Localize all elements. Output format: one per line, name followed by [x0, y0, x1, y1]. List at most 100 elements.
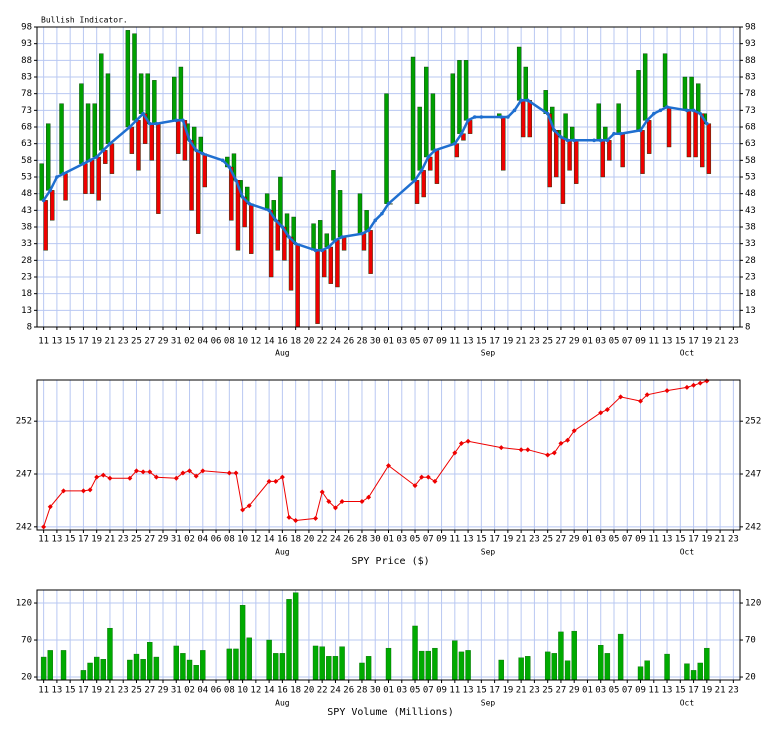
y-tick-label: 73 [745, 106, 756, 116]
up-bar [410, 56, 416, 181]
down-bar [50, 190, 55, 221]
x-tick-label: 16 [277, 686, 288, 696]
month-label: Oct [680, 699, 695, 708]
x-tick-label: 31 [171, 535, 182, 545]
y-tick-label: 38 [745, 223, 756, 233]
down-bar [89, 160, 95, 194]
bar [266, 639, 272, 681]
bar [193, 664, 199, 681]
y-tick-label: 33 [745, 239, 756, 249]
line-marker [565, 138, 570, 143]
y-tick-label: 68 [21, 123, 32, 133]
x-tick-label: 04 [197, 686, 208, 696]
up-bar [596, 103, 601, 141]
x-tick-label: 15 [675, 337, 686, 347]
line-marker [319, 489, 325, 495]
x-tick-label: 03 [396, 337, 407, 347]
x-tick-label: 21 [105, 535, 116, 545]
bar [233, 648, 239, 681]
bar [239, 605, 246, 681]
x-tick-label: 13 [51, 337, 62, 347]
line-marker [340, 235, 344, 239]
x-tick-label: 21 [516, 686, 527, 696]
x-tick-label: 02 [184, 686, 195, 696]
x-tick-label: 06 [211, 686, 222, 696]
x-tick-label: 17 [688, 686, 699, 696]
x-tick-label: 17 [489, 337, 500, 347]
line-marker [552, 128, 557, 133]
line-marker [412, 483, 418, 489]
x-axis-label: SPY Volume (Millions) [327, 707, 453, 718]
down-bar [434, 150, 440, 184]
bar [87, 662, 93, 681]
down-bar [149, 123, 154, 161]
x-tick-label: 27 [556, 535, 567, 545]
down-bar [421, 170, 426, 198]
up-bar [463, 60, 469, 121]
up-bar [264, 193, 270, 211]
plot-frame [36, 26, 741, 328]
down-bar [295, 243, 300, 328]
x-tick-label: 30 [370, 535, 381, 545]
bar [147, 642, 153, 681]
x-tick-label: 28 [357, 686, 368, 696]
x-tick-label: 29 [569, 535, 580, 545]
line-marker [545, 452, 551, 458]
line-marker [612, 131, 616, 136]
month-label: Oct [680, 349, 695, 358]
line-marker [684, 384, 690, 390]
line-marker [512, 108, 517, 113]
x-tick-label: 31 [171, 337, 182, 347]
down-bar [242, 196, 247, 228]
x-tick-label: 19 [701, 337, 712, 347]
up-bar [245, 186, 250, 204]
month-label: Aug [275, 548, 290, 557]
line-marker [525, 98, 530, 103]
line-marker [380, 211, 384, 216]
x-tick-label: 08 [224, 686, 235, 696]
x-tick-label: 03 [396, 686, 407, 696]
x-tick-label: 25 [131, 535, 142, 545]
x-tick-label: 25 [542, 535, 553, 545]
down-bar [103, 150, 108, 164]
y-tick-label: 93 [745, 39, 756, 49]
bar [186, 659, 193, 681]
x-tick-label: 11 [648, 686, 659, 696]
line-marker [293, 241, 298, 246]
down-bar [341, 236, 347, 251]
bar [326, 656, 332, 681]
line-marker [88, 158, 92, 163]
x-tick-label: 23 [118, 535, 129, 545]
x-tick-label: 15 [65, 686, 76, 696]
x-tick-label: 09 [635, 686, 646, 696]
x-tick-label: 08 [224, 337, 235, 347]
month-label: Sep [481, 349, 496, 358]
line-marker [240, 195, 245, 199]
line-marker [479, 115, 484, 119]
line-marker [154, 121, 159, 126]
line-marker [386, 201, 391, 206]
down-bar [428, 156, 433, 171]
up-bar [364, 210, 369, 231]
x-tick-label: 22 [317, 535, 328, 545]
bar [40, 656, 47, 681]
down-bar [554, 130, 559, 178]
bar [365, 656, 372, 681]
up-bar [145, 73, 150, 124]
plot-frame [36, 379, 741, 531]
up-bar [384, 93, 389, 204]
line-marker [128, 125, 132, 129]
y-tick-label: 68 [745, 123, 756, 133]
line-marker [638, 398, 644, 404]
x-tick-label: 29 [158, 337, 169, 347]
line-marker [453, 141, 457, 146]
x-tick-label: 15 [675, 686, 686, 696]
up-bar [99, 53, 104, 151]
bar [664, 653, 670, 681]
y-tick-label: 18 [745, 289, 756, 299]
line-marker [47, 504, 53, 510]
x-tick-label: 20 [303, 686, 314, 696]
y-tick-label: 13 [745, 306, 756, 316]
x-tick-label: 11 [38, 337, 49, 347]
